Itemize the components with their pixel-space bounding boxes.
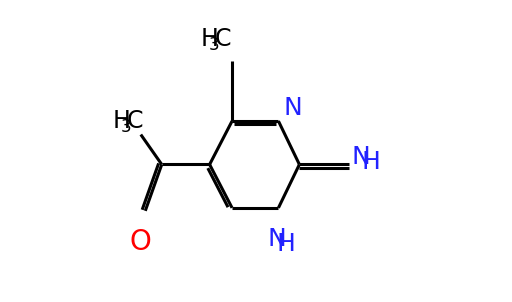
Text: 3: 3 bbox=[121, 118, 132, 136]
Text: N: N bbox=[268, 227, 286, 251]
Text: H: H bbox=[112, 109, 130, 133]
Text: H: H bbox=[201, 27, 219, 51]
Text: O: O bbox=[130, 228, 152, 256]
Text: H: H bbox=[361, 150, 380, 174]
Text: N: N bbox=[284, 96, 303, 120]
Text: C: C bbox=[126, 109, 143, 133]
Text: N: N bbox=[351, 145, 370, 169]
Text: C: C bbox=[215, 27, 231, 51]
Text: H: H bbox=[276, 232, 295, 256]
Text: 3: 3 bbox=[209, 36, 220, 54]
